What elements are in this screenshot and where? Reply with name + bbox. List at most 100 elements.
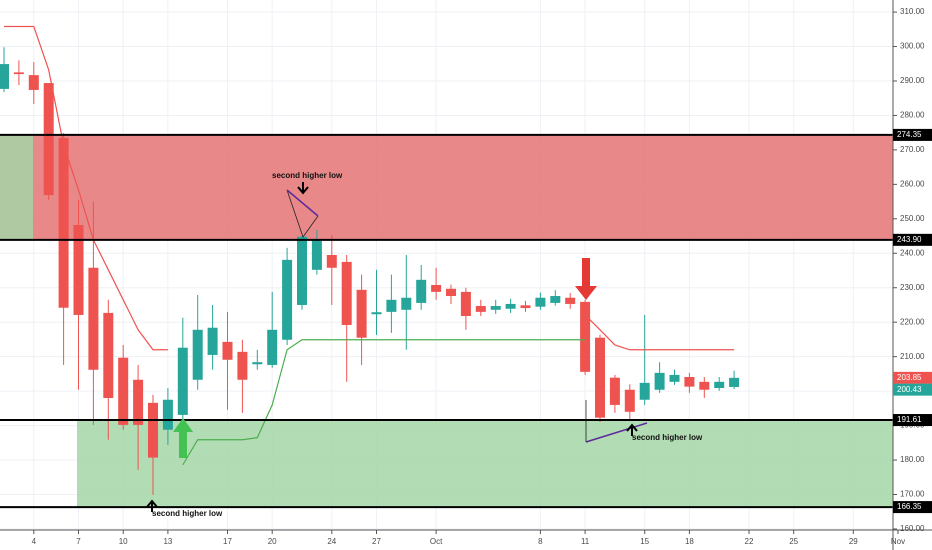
x-tick-label: 11 (581, 537, 590, 546)
y-tick-label: 310.00 (900, 7, 925, 16)
level-tag-label: 166.35 (897, 502, 922, 511)
signal-arrow (173, 418, 193, 458)
candle-body (490, 306, 501, 310)
candle-body (222, 341, 233, 360)
candle-body (386, 299, 397, 312)
candle-body (475, 306, 486, 312)
candle-body (58, 137, 69, 308)
candle-body (669, 374, 680, 382)
x-tick-label: 18 (685, 537, 694, 546)
y-tick-label: 220.00 (900, 317, 925, 326)
price-tag (893, 383, 932, 396)
price-tag (893, 371, 932, 384)
candle-body (207, 327, 218, 355)
candle-body (177, 347, 188, 415)
arrow (626, 423, 638, 436)
level-tag (893, 501, 932, 514)
price-tag-label: 200.43 (897, 385, 922, 394)
candle-body (684, 376, 695, 387)
level-tag-label: 243.90 (897, 235, 922, 244)
level-tag (893, 233, 932, 246)
candle-body (460, 291, 471, 317)
drawing (286, 189, 319, 238)
candle-body (654, 372, 665, 390)
candle-body (520, 305, 531, 309)
level-tag-label: 274.35 (897, 130, 922, 139)
candle-body (192, 329, 203, 380)
candle-body (565, 297, 576, 304)
y-tick-label: 280.00 (900, 111, 925, 120)
candle-body (148, 402, 158, 458)
candle-body (341, 261, 352, 325)
x-tick-label: 25 (789, 537, 798, 546)
candle-body (580, 301, 591, 372)
candle-body (639, 382, 650, 400)
y-tick-label: 160.00 (900, 524, 925, 533)
candle-body (431, 284, 442, 292)
candle-body (118, 357, 129, 425)
indicator-line (584, 314, 735, 351)
candle-body (609, 377, 620, 405)
candle-body (371, 312, 382, 315)
y-tick-label: 230.00 (900, 283, 925, 292)
candle-body (237, 351, 248, 380)
candle-body (535, 297, 546, 307)
candle-body (43, 83, 54, 196)
x-tick-label: 24 (327, 537, 336, 546)
candle-body (446, 288, 456, 297)
candle-body (311, 239, 322, 270)
overlay: second higher low second higher low second… (0, 133, 893, 518)
candle-body (699, 381, 710, 390)
y-tick-label: 210.00 (900, 352, 925, 361)
candle-body (13, 72, 24, 75)
annotation: second higher low (272, 171, 343, 180)
x-tick-label: 29 (849, 537, 858, 546)
y-tick-label: 180.00 (900, 455, 925, 464)
y-tick-label: 270.00 (900, 145, 925, 154)
arrow (146, 499, 158, 512)
x-tick-label: 10 (119, 537, 128, 546)
x-tick-label: 20 (268, 537, 277, 546)
candle-body (356, 289, 367, 338)
candle-body (0, 64, 9, 89)
marks (0, 25, 740, 495)
indicator-line (182, 339, 586, 466)
x-tick-label: 15 (640, 537, 649, 546)
y-tick-label: 250.00 (900, 214, 925, 223)
candle-body (28, 75, 39, 90)
candle-body (103, 312, 114, 399)
y-tick-label: 290.00 (900, 76, 925, 85)
y-tick-label: 300.00 (900, 42, 925, 51)
candle-body (73, 225, 84, 315)
x-tick-label: Nov (891, 537, 905, 546)
candle-body (624, 389, 635, 412)
x-tick-label: 7 (76, 537, 81, 546)
arrow (297, 182, 309, 195)
trend-line (286, 189, 319, 217)
candle-body (267, 329, 278, 365)
candle-body (133, 379, 144, 425)
level-tag-label: 191.61 (897, 415, 922, 424)
zone (77, 420, 893, 508)
indicator-line (4, 25, 168, 351)
candle-body (714, 381, 725, 389)
candle-body (326, 255, 337, 268)
trend-line (585, 422, 648, 443)
zones (0, 134, 893, 508)
x-tick-label: 8 (538, 537, 543, 546)
candle-body (505, 303, 516, 309)
zone (0, 134, 33, 240)
price-tag-label: 203.85 (897, 373, 922, 382)
axis: 160.00170.00180.00190.00200.00210.00220.… (32, 7, 932, 546)
candle-body (162, 399, 173, 430)
x-tick-label: 17 (223, 537, 232, 546)
y-tick-label: 170.00 (900, 490, 925, 499)
x-tick-label: 27 (372, 537, 381, 546)
y-tick-label: 240.00 (900, 248, 925, 257)
candle-body (416, 279, 427, 303)
x-tick-label: Oct (430, 537, 443, 546)
level-tag (893, 128, 932, 141)
candle-body (401, 297, 412, 310)
